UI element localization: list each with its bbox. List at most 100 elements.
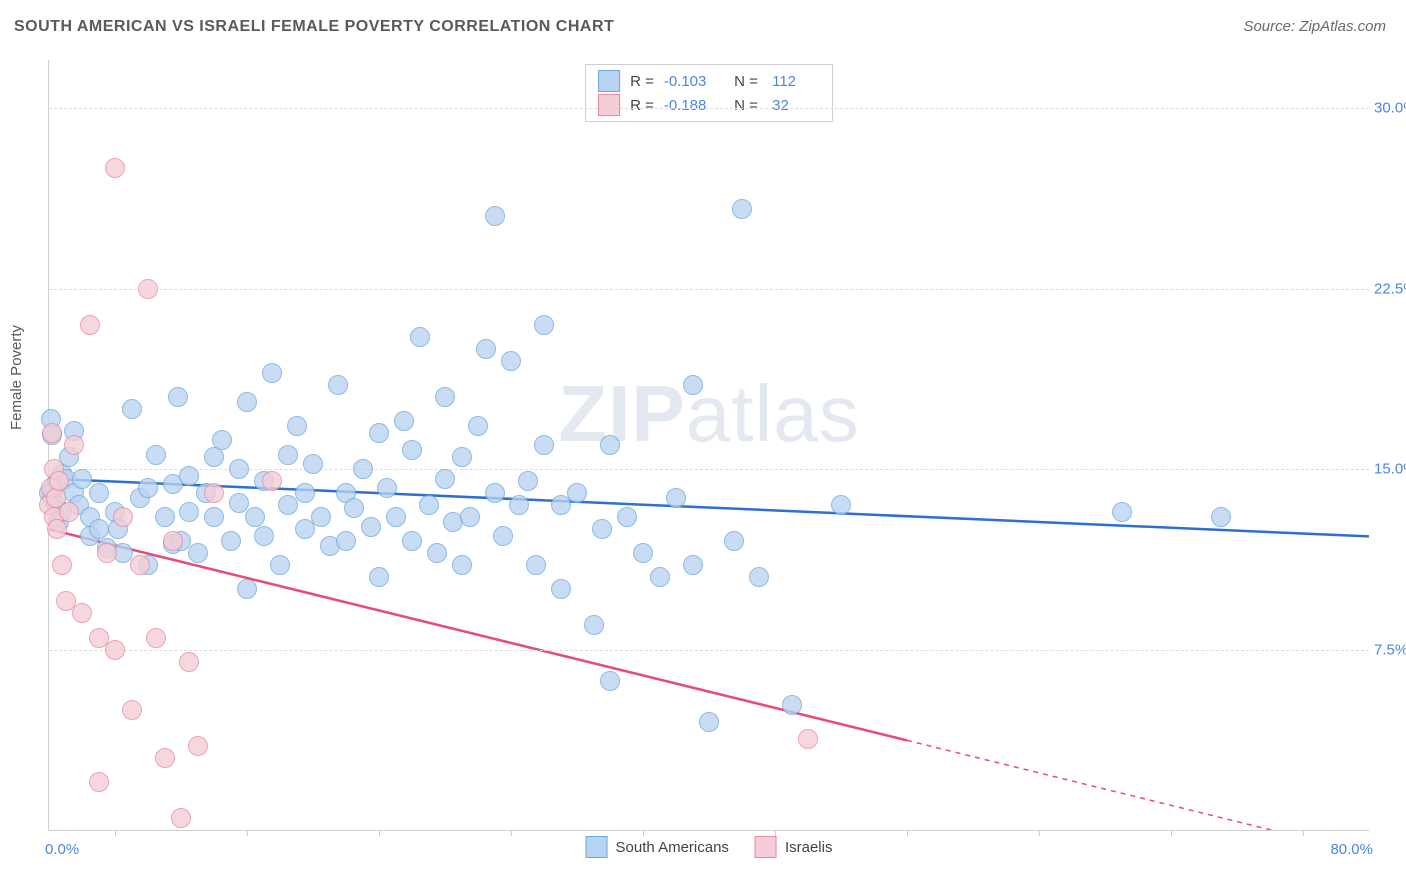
legend-stat-row: R = -0.188 N = 32 [598,93,820,117]
data-point [105,158,125,178]
data-point [336,531,356,551]
y-tick-label: 7.5% [1374,641,1406,658]
data-point [204,507,224,527]
y-tick-label: 30.0% [1374,100,1406,117]
x-tick [1303,830,1304,836]
y-tick-label: 22.5% [1374,280,1406,297]
data-point [138,279,158,299]
data-point [361,517,381,537]
data-point [122,700,142,720]
data-point [501,351,521,371]
data-point [749,567,769,587]
data-point [394,411,414,431]
legend-swatch [598,94,620,116]
legend-label: Israelis [785,839,833,856]
data-point [278,445,298,465]
data-point [435,387,455,407]
stat-n-label: N = [726,73,758,90]
chart-title: SOUTH AMERICAN VS ISRAELI FEMALE POVERTY… [14,18,614,36]
data-point [59,502,79,522]
x-tick [1171,830,1172,836]
data-point [204,483,224,503]
data-point [138,478,158,498]
data-point [146,628,166,648]
data-point [551,579,571,599]
data-point [168,387,188,407]
data-point [179,502,199,522]
data-point [427,543,447,563]
gridline [49,650,1369,651]
data-point [303,454,323,474]
gridline [49,108,1369,109]
data-point [52,555,72,575]
data-point [683,375,703,395]
data-point [89,483,109,503]
data-point [72,469,92,489]
data-point [592,519,612,539]
data-point [534,435,554,455]
legend-swatch [598,70,620,92]
data-point [262,363,282,383]
data-point [584,615,604,635]
data-point [130,555,150,575]
data-point [369,567,389,587]
data-point [287,416,307,436]
regression-line-dashed [907,740,1369,830]
data-point [171,808,191,828]
legend-item: Israelis [755,836,833,858]
x-max-label: 80.0% [1330,841,1373,858]
data-point [419,495,439,515]
data-point [311,507,331,527]
x-min-label: 0.0% [45,841,79,858]
data-point [270,555,290,575]
data-point [650,567,670,587]
data-point [49,471,69,491]
y-tick-label: 15.0% [1374,461,1406,478]
data-point [1112,502,1132,522]
data-point [344,498,364,518]
data-point [155,748,175,768]
data-point [237,579,257,599]
data-point [435,469,455,489]
data-point [221,531,241,551]
legend-stats: R = -0.103 N = 112R = -0.188 N = 32 [585,64,833,122]
stat-n-value: 32 [768,97,820,114]
stat-r-label: R = [630,73,654,90]
data-point [295,483,315,503]
data-point [410,327,430,347]
data-point [600,435,620,455]
x-tick [1039,830,1040,836]
data-point [80,315,100,335]
data-point [526,555,546,575]
data-point [732,199,752,219]
data-point [353,459,373,479]
legend-swatch [755,836,777,858]
x-tick [379,830,380,836]
data-point [163,531,183,551]
data-point [105,640,125,660]
data-point [188,736,208,756]
data-point [72,603,92,623]
data-point [724,531,744,551]
plot-area: ZIPatlas R = -0.103 N = 112R = -0.188 N … [48,60,1369,831]
data-point [64,435,84,455]
data-point [476,339,496,359]
legend-swatch [586,836,608,858]
data-point [155,507,175,527]
stat-n-label: N = [726,97,758,114]
x-tick [511,830,512,836]
data-point [146,445,166,465]
data-point [666,488,686,508]
data-point [212,430,232,450]
data-point [452,555,472,575]
data-point [113,507,133,527]
data-point [245,507,265,527]
data-point [509,495,529,515]
legend-label: South Americans [616,839,729,856]
data-point [229,459,249,479]
stat-n-value: 112 [768,73,820,90]
x-tick [643,830,644,836]
data-point [89,519,109,539]
watermark-bold: ZIP [558,369,685,458]
data-point [617,507,637,527]
